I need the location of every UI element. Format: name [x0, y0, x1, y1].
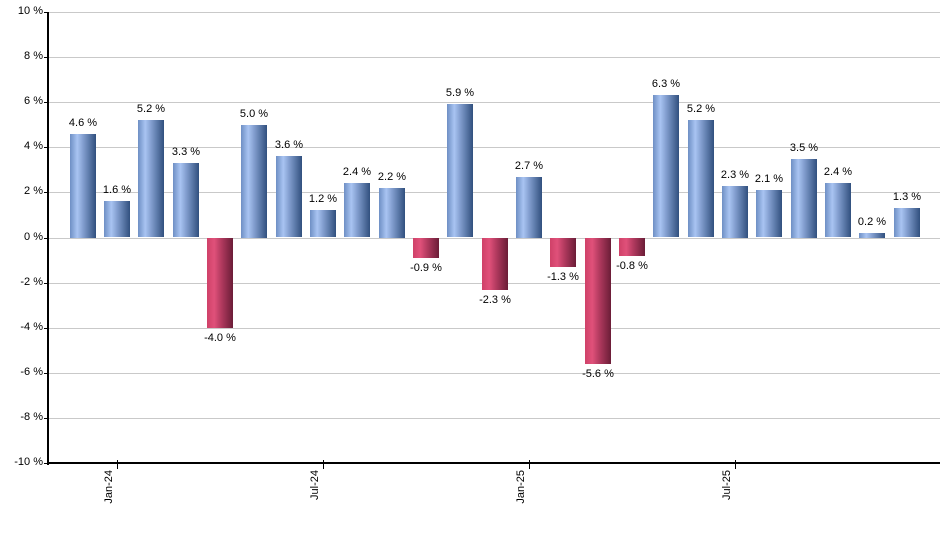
bar-value-label: -0.8 % [616, 260, 648, 272]
bar [104, 201, 130, 237]
bar-value-label: 2.2 % [377, 171, 407, 183]
gridline [48, 147, 940, 148]
y-axis-tick-label: 8 % [24, 50, 43, 62]
bar-value-label: 2.1 % [754, 173, 784, 185]
bar-value-label: 1.3 % [892, 191, 922, 203]
bar [447, 104, 473, 237]
bar [722, 186, 748, 238]
y-axis-tick [44, 192, 47, 193]
y-axis-tick [44, 418, 47, 419]
x-axis-tick [117, 460, 118, 469]
bar [516, 177, 542, 238]
bar [138, 120, 164, 237]
y-axis-tick-label: 6 % [24, 95, 43, 107]
bar-value-label: 2.4 % [823, 166, 853, 178]
y-axis-tick-label: -4 % [20, 321, 43, 333]
y-axis-tick-label: 4 % [24, 140, 43, 152]
bar [173, 163, 199, 237]
bar [241, 125, 267, 238]
bar-value-label: 6.3 % [651, 78, 681, 90]
y-axis-tick-label: -2 % [20, 276, 43, 288]
bar [207, 238, 233, 328]
bar-value-label: -1.3 % [547, 271, 579, 283]
bar [653, 95, 679, 237]
gridline [48, 418, 940, 419]
gridline [48, 192, 940, 193]
y-axis-tick [44, 463, 47, 464]
x-axis-tick-label: Jan-24 [103, 470, 137, 504]
x-axis [47, 462, 940, 464]
bar-value-label: 2.3 % [720, 169, 750, 181]
bar-value-label: 3.5 % [789, 142, 819, 154]
bar [619, 238, 645, 256]
gridline [48, 57, 940, 58]
bar-value-label: 1.6 % [102, 184, 132, 196]
bar-value-label: 2.7 % [514, 160, 544, 172]
y-axis-tick [44, 283, 47, 284]
y-axis-tick-label: 0 % [24, 231, 43, 243]
bar [310, 210, 336, 237]
x-axis-tick-label-text: Jan-24 [103, 470, 115, 504]
x-axis-tick [529, 460, 530, 469]
bar [756, 190, 782, 237]
bar-value-label: 5.2 % [686, 103, 716, 115]
bar-value-label: -5.6 % [582, 368, 614, 380]
y-axis-tick [44, 373, 47, 374]
bar-value-label: 5.9 % [445, 87, 475, 99]
bar-value-label: -2.3 % [479, 294, 511, 306]
y-axis [47, 12, 49, 465]
y-axis-tick-label: -8 % [20, 411, 43, 423]
y-axis-tick-label: -10 % [14, 456, 43, 468]
x-axis-tick-label: Jan-25 [515, 470, 549, 504]
bar [276, 156, 302, 237]
x-axis-tick-label-text: Jul-25 [721, 470, 733, 500]
bar-value-label: 2.4 % [342, 166, 372, 178]
y-axis-tick-label: 10 % [17, 5, 43, 17]
y-axis-tick [44, 57, 47, 58]
bar-value-label: -4.0 % [204, 332, 236, 344]
y-axis-tick [44, 238, 47, 239]
bar-value-label: -0.9 % [410, 262, 442, 274]
y-axis-tick [44, 328, 47, 329]
y-axis-tick [44, 147, 47, 148]
bar-value-label: 4.6 % [68, 117, 98, 129]
x-axis-tick-label-text: Jul-24 [309, 470, 321, 500]
y-axis-tick-label: 2 % [24, 185, 43, 197]
bar [688, 120, 714, 237]
bar [791, 159, 817, 238]
bar [825, 183, 851, 237]
gridline [48, 373, 940, 374]
gridline [48, 12, 940, 13]
bar-value-label: 3.6 % [274, 139, 304, 151]
bar [585, 238, 611, 364]
x-axis-tick-label-text: Jan-25 [515, 470, 527, 504]
bar [859, 233, 885, 238]
bar [70, 134, 96, 238]
y-axis-tick-label: -6 % [20, 366, 43, 378]
bar [379, 188, 405, 238]
bar [550, 238, 576, 267]
bar-value-label: 3.3 % [171, 146, 201, 158]
bar [344, 183, 370, 237]
x-axis-tick-label: Jul-24 [309, 470, 339, 500]
x-axis-tick [735, 460, 736, 469]
bar-value-label: 5.2 % [136, 103, 166, 115]
bar-value-label: 5.0 % [239, 108, 269, 120]
gridline [48, 328, 940, 329]
bar-value-label: 0.2 % [857, 216, 887, 228]
x-axis-tick [323, 460, 324, 469]
bar-value-label: 1.2 % [308, 193, 338, 205]
y-axis-tick [44, 12, 47, 13]
y-axis-tick [44, 102, 47, 103]
bar [482, 238, 508, 290]
bar [413, 238, 439, 258]
bar [894, 208, 920, 237]
x-axis-tick-label: Jul-25 [721, 470, 751, 500]
gridline [48, 102, 940, 103]
